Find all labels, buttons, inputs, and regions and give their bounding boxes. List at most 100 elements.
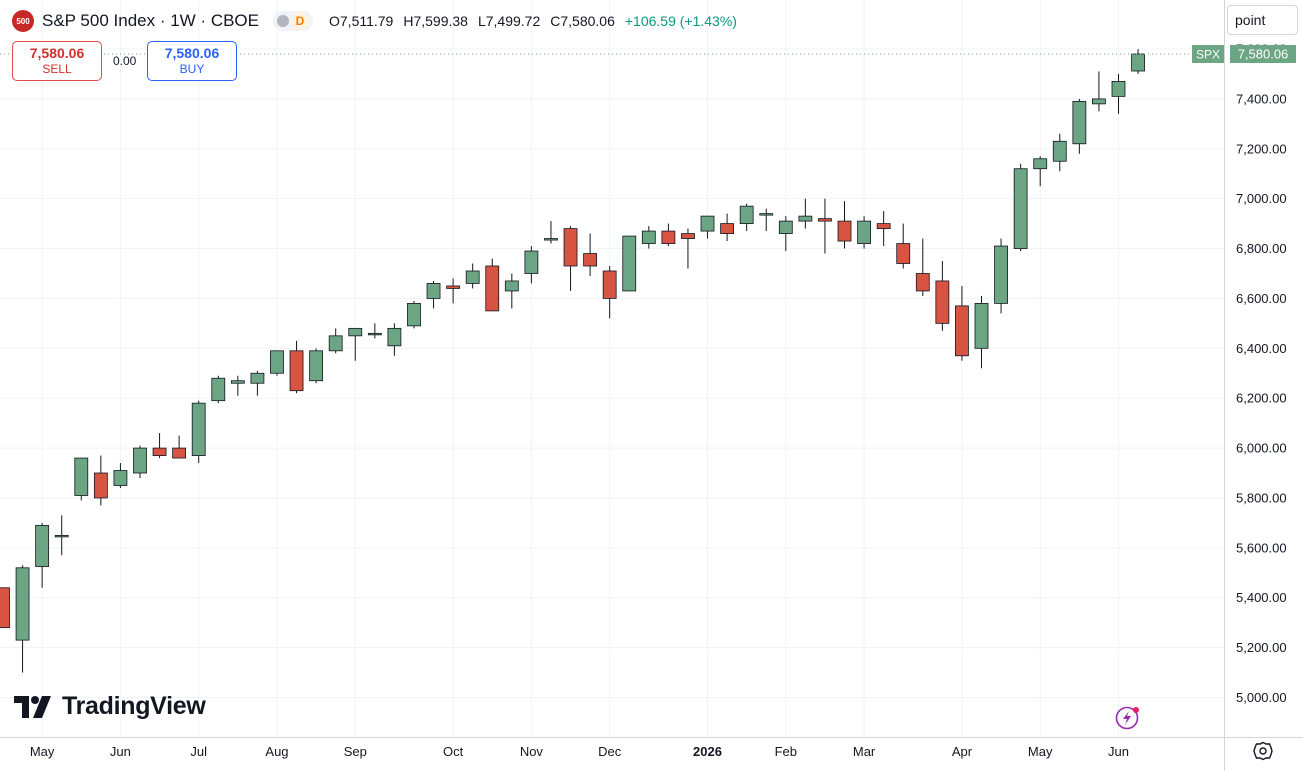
buy-label: BUY <box>179 62 205 76</box>
price-tick-label: 7,200.00 <box>1236 141 1287 156</box>
candle-body <box>407 303 421 327</box>
symbol-tag <box>1192 44 1224 63</box>
candle <box>720 213 734 242</box>
gear-icon[interactable] <box>1252 740 1274 762</box>
market-status-pill[interactable]: D <box>273 11 313 31</box>
tradingview-logo[interactable]: TradingView <box>14 692 206 721</box>
price-tick-label: 6,400.00 <box>1236 341 1287 356</box>
candle-body <box>1072 100 1087 145</box>
candle-body <box>74 457 89 496</box>
candle <box>211 375 226 404</box>
candle-body <box>426 283 441 299</box>
candle-body <box>1092 98 1106 105</box>
spread-value: 0.00 <box>113 54 137 68</box>
time-tick-label: May <box>30 744 55 759</box>
time-tick-label: Jul <box>190 744 207 759</box>
candle-body <box>113 470 128 486</box>
candle <box>172 435 187 459</box>
price-tick-label: 5,000.00 <box>1236 690 1287 705</box>
sp500-badge-icon: 500 <box>12 10 34 32</box>
time-tick-label: May <box>1028 744 1053 759</box>
candle-body <box>93 472 108 499</box>
time-tick-label: 2026 <box>693 744 722 759</box>
candle <box>113 463 128 488</box>
sell-button[interactable]: 7,580.06 SELL <box>12 41 102 81</box>
candle <box>485 258 500 312</box>
time-tick-label: Feb <box>775 744 797 759</box>
delayed-data-icon: D <box>291 12 309 30</box>
candle <box>348 327 363 361</box>
symbol-legend: 500 S&P 500 Index · 1W · CBOE D O7,511.7… <box>12 9 737 33</box>
candle-body <box>818 218 832 222</box>
candle <box>876 211 891 247</box>
candle-body <box>935 280 950 324</box>
candle-body <box>994 245 1008 304</box>
candle <box>915 238 930 296</box>
candle <box>465 263 480 289</box>
candle <box>289 340 304 394</box>
candle <box>896 223 911 269</box>
candle-body <box>720 223 734 234</box>
sell-price: 7,580.06 <box>29 45 85 61</box>
candle-body <box>700 215 715 232</box>
candle <box>328 328 343 354</box>
candle <box>133 445 147 479</box>
candle-body <box>54 534 69 538</box>
candle <box>230 375 245 396</box>
price-tick-label: 6,600.00 <box>1236 291 1287 306</box>
candle-body <box>152 447 167 456</box>
price-tick-label: 7,400.00 <box>1236 91 1287 106</box>
price-tick-label: 7,000.00 <box>1236 191 1287 206</box>
candle <box>54 515 69 556</box>
market-closed-dot-icon <box>277 15 289 27</box>
time-tick-label: Sep <box>344 744 367 759</box>
candle <box>15 565 30 673</box>
candle-body <box>211 377 226 402</box>
open-value: O7,511.79 <box>329 13 394 29</box>
last-price-label: 7,580.06 <box>1238 46 1289 61</box>
candle-body <box>896 243 911 264</box>
time-tick-label: Oct <box>443 744 464 759</box>
candle-body <box>15 567 30 641</box>
candle-body <box>759 213 774 216</box>
candle <box>387 323 402 356</box>
candle <box>602 265 617 319</box>
candle-body <box>915 273 930 292</box>
candle <box>93 455 108 506</box>
candle-body <box>681 233 695 239</box>
candle <box>1052 133 1067 172</box>
candle <box>935 261 950 331</box>
candle <box>504 273 519 309</box>
symbol-title[interactable]: S&P 500 Index · 1W · CBOE <box>42 11 259 30</box>
candle-body <box>348 327 363 337</box>
time-tick-label: Apr <box>952 744 973 759</box>
candle <box>1013 163 1028 252</box>
candle-body <box>583 253 597 267</box>
candle <box>681 228 695 269</box>
lightning-icon[interactable] <box>1115 705 1141 731</box>
candle <box>1072 98 1087 154</box>
scale-mode-button[interactable]: point <box>1227 5 1298 35</box>
candle <box>641 226 656 249</box>
price-tick-label: 6,000.00 <box>1236 441 1287 456</box>
candle-body <box>172 447 187 459</box>
candle-body <box>1052 140 1067 162</box>
candle <box>250 370 265 396</box>
price-tick-label: 6,800.00 <box>1236 241 1287 256</box>
buy-button[interactable]: 7,580.06 BUY <box>147 41 237 81</box>
candle <box>0 587 10 629</box>
price-tick-label: 5,800.00 <box>1236 490 1287 505</box>
candle <box>309 348 324 384</box>
candle <box>544 221 558 244</box>
candle <box>367 323 382 339</box>
last-price-tag <box>1230 44 1296 63</box>
candlestick-series <box>0 49 1145 673</box>
candle <box>407 300 421 329</box>
candle <box>818 198 832 254</box>
candle-body <box>387 327 402 347</box>
time-tick-label: Nov <box>520 744 544 759</box>
candle <box>563 226 578 291</box>
candle-body <box>563 228 578 267</box>
candle <box>1111 73 1126 114</box>
